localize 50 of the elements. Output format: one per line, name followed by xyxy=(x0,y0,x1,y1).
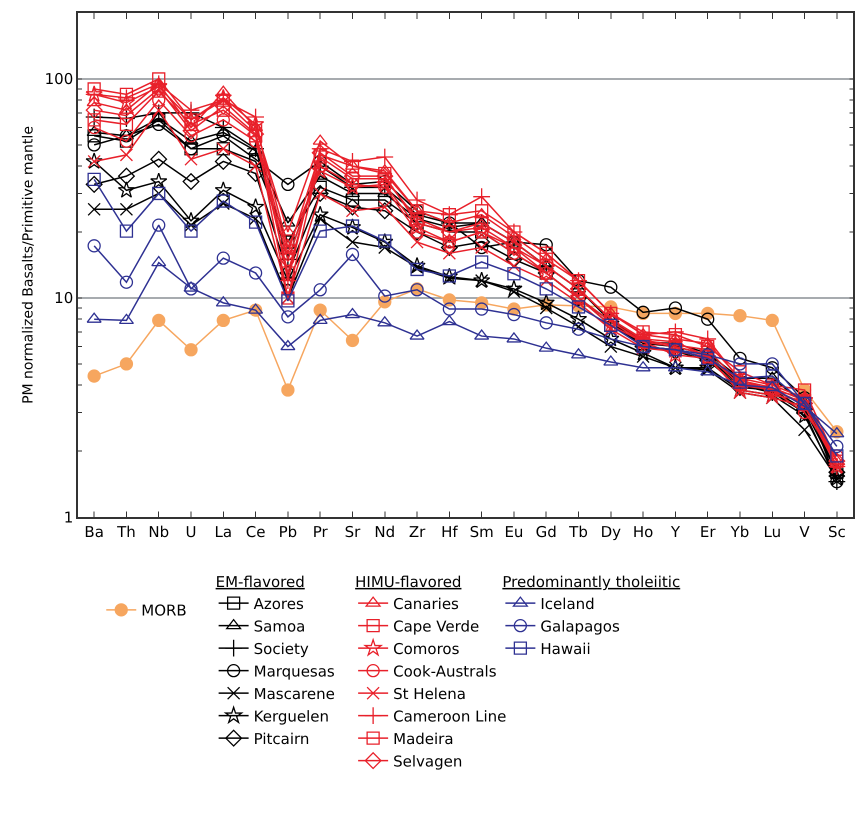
x-tick-label: Zr xyxy=(408,522,426,541)
x-tick-label: Ce xyxy=(246,522,266,541)
x-tick-label: V xyxy=(799,522,810,541)
x-tick-label: U xyxy=(186,522,197,541)
legend-label: Kerguelen xyxy=(254,708,330,726)
x-tick-label: Sr xyxy=(344,522,362,541)
legend-label: Hawaii xyxy=(540,640,591,658)
x-tick-label: Tb xyxy=(568,522,588,541)
x-tick-label: Sm xyxy=(470,522,494,541)
x-tick-label: Yb xyxy=(730,522,750,541)
text: EM-flavored xyxy=(216,572,305,591)
x-tick-label: Gd xyxy=(536,522,557,541)
x-tick-label: Hf xyxy=(441,522,458,541)
x-tick-label: Y xyxy=(670,522,681,541)
x-tick-label: Sc xyxy=(828,522,846,541)
text: HIMU-flavored xyxy=(355,572,462,591)
x-tick-label: Th xyxy=(116,522,136,541)
legend-label: MORB xyxy=(141,602,187,620)
legend-label: St Helena xyxy=(393,685,466,703)
legend-label: Mascarene xyxy=(254,685,335,703)
legend-label: Cameroon Line xyxy=(393,708,506,726)
legend-label: Iceland xyxy=(540,595,595,613)
legend-label: Selvagen xyxy=(393,752,462,770)
legend-label: Samoa xyxy=(254,618,306,636)
x-tick-label: Ho xyxy=(632,522,654,541)
x-tick-label: La xyxy=(214,522,232,541)
legend-label: Marquesas xyxy=(254,662,335,680)
x-tick-label: Nb xyxy=(148,522,170,541)
x-tick-label: Dy xyxy=(600,522,622,541)
legend-label: Cook-Australs xyxy=(393,662,497,680)
x-tick-label: Pb xyxy=(278,522,298,541)
legend-label: Pitcairn xyxy=(254,730,310,748)
x-tick-label: Er xyxy=(700,522,716,541)
legend-label: Galapagos xyxy=(540,618,620,636)
x-tick-label: Nd xyxy=(374,522,396,541)
x-tick-label: Pr xyxy=(312,522,328,541)
legend-label: Comoros xyxy=(393,640,460,658)
text: Predominantly tholeiitic xyxy=(502,572,680,591)
legend-label: Society xyxy=(254,640,309,658)
x-tick-label: Lu xyxy=(763,522,782,541)
y-tick-label: 10 xyxy=(54,289,74,308)
y-axis-title: PM normalized Basalts/Primitive mantle xyxy=(20,126,37,404)
y-tick-label: 1 xyxy=(64,508,74,526)
x-tick-label: Eu xyxy=(504,522,524,541)
legend-label: Azores xyxy=(254,595,304,613)
legend-label: Cape Verde xyxy=(393,618,480,636)
y-tick-label: 100 xyxy=(44,70,74,88)
x-tick-label: Ba xyxy=(84,522,104,541)
legend-label: Canaries xyxy=(393,595,460,613)
legend-label: Madeira xyxy=(393,730,454,748)
